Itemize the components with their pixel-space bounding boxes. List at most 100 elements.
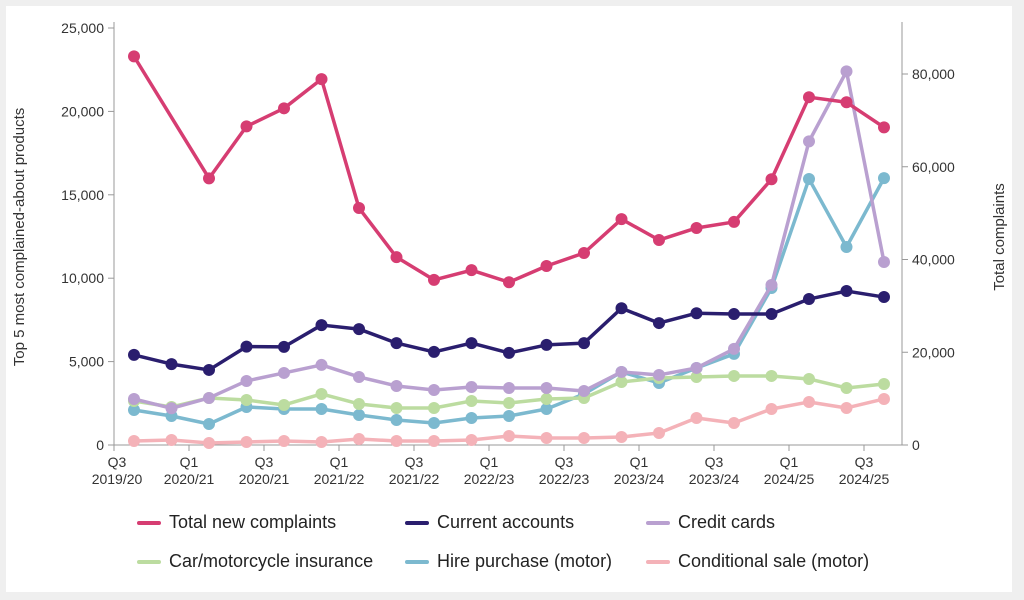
data-point [803, 293, 815, 306]
right-tick-label: 40,000 [912, 252, 955, 268]
data-point [690, 361, 703, 374]
x-tick-label-quarter: Q3 [555, 454, 574, 470]
data-point [540, 338, 553, 351]
data-point [578, 247, 590, 260]
data-point [353, 323, 365, 336]
data-point [765, 402, 778, 415]
data-point [165, 402, 178, 415]
data-point [540, 381, 553, 394]
data-point [503, 396, 515, 409]
data-point [840, 241, 853, 254]
left-tick-label: 25,000 [61, 20, 104, 36]
legend-swatch [405, 520, 429, 525]
data-point [428, 273, 440, 286]
data-point [165, 433, 178, 446]
right-tick-label: 80,000 [912, 66, 955, 82]
x-tick-label-quarter: Q1 [780, 454, 799, 470]
right-tick-label: 0 [912, 437, 920, 453]
data-point [465, 264, 478, 277]
data-point [615, 430, 628, 443]
legend-label: Car/motorcycle insurance [169, 551, 374, 571]
data-point [690, 221, 703, 234]
data-point [540, 402, 553, 415]
data-point [728, 416, 740, 429]
data-point [278, 102, 290, 115]
data-point [878, 377, 890, 390]
data-point [653, 234, 665, 247]
legend-item: Current accounts [405, 512, 574, 533]
data-point [728, 342, 740, 355]
data-point [128, 348, 140, 361]
x-tick-label-year: 2020/21 [164, 471, 215, 487]
data-point [128, 392, 140, 405]
x-tick-label-year: 2023/24 [689, 471, 740, 487]
data-point [878, 172, 890, 185]
data-point [353, 370, 365, 383]
legend-label: Conditional sale (motor) [678, 551, 870, 571]
data-point [840, 401, 853, 414]
x-tick-label-quarter: Q1 [480, 454, 499, 470]
data-point [203, 417, 215, 430]
left-tick-label: 20,000 [61, 103, 104, 119]
data-point [540, 259, 553, 272]
data-point [240, 120, 253, 133]
data-point [278, 434, 290, 447]
right-tick-label: 20,000 [912, 344, 955, 360]
data-point [465, 394, 478, 407]
x-tick-label-year: 2022/23 [539, 471, 590, 487]
legend-label: Credit cards [678, 512, 776, 532]
data-point [878, 291, 890, 304]
legend-swatch [405, 559, 429, 564]
data-point [615, 213, 628, 226]
data-point [465, 337, 478, 350]
left-axis-title: Top 5 most complained-about products [11, 108, 28, 366]
x-tick-label-year: 2020/21 [239, 471, 290, 487]
data-point [615, 365, 628, 378]
data-point [315, 73, 328, 86]
data-point [615, 302, 628, 315]
data-point [878, 121, 890, 134]
legend-item: Total new complaints [137, 512, 336, 533]
x-tick-label-year: 2023/24 [614, 471, 665, 487]
data-point [840, 285, 853, 298]
x-tick-label-year: 2019/20 [92, 471, 143, 487]
right-tick-label: 60,000 [912, 159, 955, 175]
data-point [765, 308, 778, 321]
x-tick-label-quarter: Q3 [855, 454, 874, 470]
data-point [765, 173, 778, 186]
data-point [465, 433, 478, 446]
legend-swatch [646, 559, 670, 564]
x-tick-label-quarter: Q3 [108, 454, 127, 470]
data-point [615, 375, 628, 388]
data-point [728, 215, 740, 228]
data-point [428, 345, 440, 358]
data-point [878, 256, 890, 269]
legend-label: Current accounts [437, 512, 575, 532]
data-point [390, 434, 403, 447]
x-tick-label-quarter: Q1 [330, 454, 349, 470]
data-point [465, 380, 478, 393]
data-point [653, 426, 665, 439]
legend-label: Hire purchase (motor) [437, 551, 613, 571]
data-point [428, 401, 440, 414]
data-point [315, 402, 328, 415]
data-point [503, 276, 515, 289]
left-tick-label: 5,000 [69, 354, 104, 370]
legend-swatch [137, 559, 161, 564]
legend-item: Car/motorcycle insurance [137, 551, 373, 572]
x-tick-label-year: 2024/25 [839, 471, 890, 487]
data-point [578, 431, 590, 444]
x-tick-label-quarter: Q3 [705, 454, 724, 470]
data-point [353, 408, 365, 421]
data-point [390, 413, 403, 426]
data-point [840, 96, 853, 109]
data-point [353, 432, 365, 445]
data-point [240, 393, 253, 406]
data-point [278, 340, 290, 353]
data-point [240, 340, 253, 353]
data-point [540, 431, 553, 444]
legend-item: Conditional sale (motor) [646, 551, 869, 572]
data-point [278, 366, 290, 379]
data-point [315, 358, 328, 371]
